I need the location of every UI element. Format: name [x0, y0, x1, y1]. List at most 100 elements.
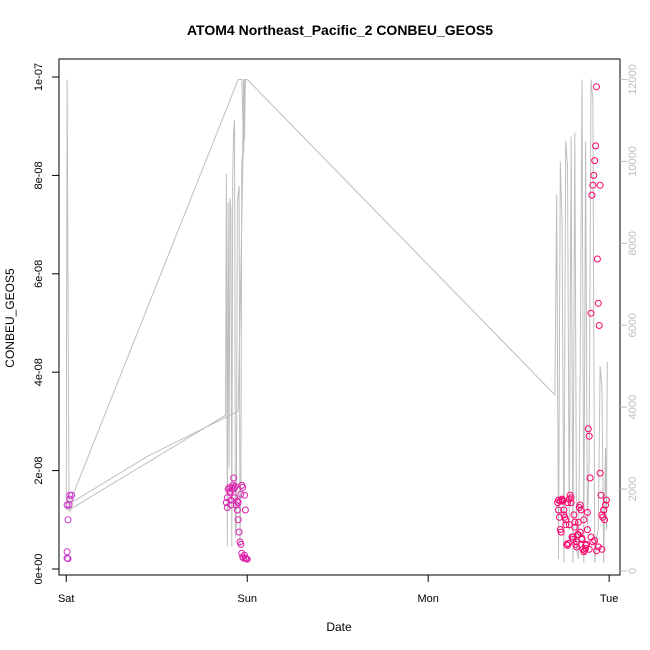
data-point: [583, 526, 591, 534]
y-tick-label: 1e-07: [33, 63, 45, 91]
data-point: [63, 548, 71, 556]
plot-frame: [58, 58, 621, 576]
data-point: [560, 506, 568, 514]
data-point: [239, 483, 247, 491]
data-point: [582, 544, 590, 552]
data-point: [571, 518, 579, 526]
x-tick-label: Sun: [237, 593, 257, 605]
data-point: [564, 499, 571, 507]
x-axis: Sat Sun Mon Tue: [58, 575, 618, 605]
x-axis-label: Date: [326, 620, 352, 634]
data-point: [555, 506, 562, 514]
data-point: [592, 142, 600, 150]
data-point: [573, 543, 581, 551]
chart-title: ATOM4 Northeast_Pacific_2 CONBEU_GEOS5: [187, 22, 493, 38]
y-tick-label: 4e-08: [33, 358, 45, 386]
data-point: [586, 474, 594, 482]
data-point: [591, 537, 599, 544]
data-point: [577, 506, 585, 514]
data-point: [574, 531, 582, 539]
data-point: [580, 516, 588, 524]
data-point: [591, 157, 599, 165]
data-point: [595, 322, 603, 329]
data-point: [234, 499, 242, 507]
data-point: [584, 425, 592, 433]
y2-tick-label: 12000: [627, 64, 639, 95]
data-point: [556, 497, 564, 505]
data-point: [230, 474, 238, 482]
y-axis: 0e+00 2e-08 4e-08 6e-08 8e-08 1e-07: [33, 63, 59, 585]
data-point: [241, 491, 248, 499]
x-tick-label: Sat: [58, 593, 75, 605]
y-axis-label: CONBEU_GEOS5: [3, 268, 17, 368]
data-point: [63, 501, 71, 509]
data-point: [233, 506, 241, 514]
data-point: [227, 496, 235, 504]
data-point: [560, 511, 568, 519]
data-point: [578, 535, 586, 542]
data-point: [576, 501, 584, 509]
y2-tick-label: 10000: [627, 146, 639, 177]
data-point: [594, 543, 602, 551]
data-point: [226, 487, 234, 495]
data-point: [601, 516, 609, 524]
data-point: [596, 469, 604, 477]
data-point: [582, 541, 590, 549]
data-point: [235, 528, 243, 536]
data-point: [237, 490, 245, 498]
data-point: [234, 516, 242, 524]
data-point: [562, 516, 570, 524]
data-point: [564, 539, 572, 547]
y2-tick-label: 8000: [627, 231, 639, 255]
data-point: [602, 496, 610, 504]
series-line-layer: [65, 79, 608, 563]
data-point: [587, 309, 595, 317]
y2-axis: 0 2000 4000 6000 8000 10000 12000: [620, 64, 639, 574]
data-point: [64, 555, 72, 563]
x-tick-label: Mon: [417, 593, 438, 605]
data-point: [567, 494, 575, 502]
data-point: [65, 501, 73, 509]
data-point: [588, 191, 596, 199]
data-point: [593, 83, 600, 91]
data-point: [597, 491, 605, 499]
y2-tick-label: 4000: [627, 395, 639, 419]
data-point: [557, 528, 565, 536]
data-point: [589, 181, 597, 189]
data-point: [227, 501, 235, 509]
data-point: [237, 540, 245, 548]
y2-tick-label: 6000: [627, 313, 639, 337]
y-tick-label: 6e-08: [33, 260, 45, 288]
data-point: [593, 547, 600, 555]
data-point: [243, 555, 251, 563]
y-tick-label: 2e-08: [33, 457, 45, 485]
data-point: [596, 181, 604, 189]
series-line: [65, 79, 608, 563]
y2-tick-label: 2000: [627, 477, 639, 501]
data-point: [600, 506, 608, 514]
data-point: [583, 508, 591, 516]
data-point: [593, 255, 601, 263]
data-point: [589, 538, 597, 546]
data-point: [231, 484, 238, 492]
data-point: [233, 497, 241, 505]
data-point: [571, 523, 579, 531]
y-tick-label: 0e+00: [33, 554, 45, 585]
data-point: [565, 495, 573, 503]
data-point: [567, 499, 575, 507]
data-point: [224, 485, 232, 493]
data-point: [558, 495, 566, 503]
y-tick-label: 8e-08: [33, 161, 45, 189]
data-point: [230, 485, 238, 493]
data-point: [570, 511, 578, 519]
data-point: [585, 432, 593, 440]
data-point: [585, 545, 593, 553]
data-point: [562, 521, 570, 529]
data-point: [68, 491, 76, 499]
data-point: [241, 506, 249, 514]
x-tick-label: Tue: [600, 593, 619, 605]
data-point: [573, 538, 581, 546]
data-point: [594, 299, 602, 307]
data-point: [64, 516, 72, 524]
